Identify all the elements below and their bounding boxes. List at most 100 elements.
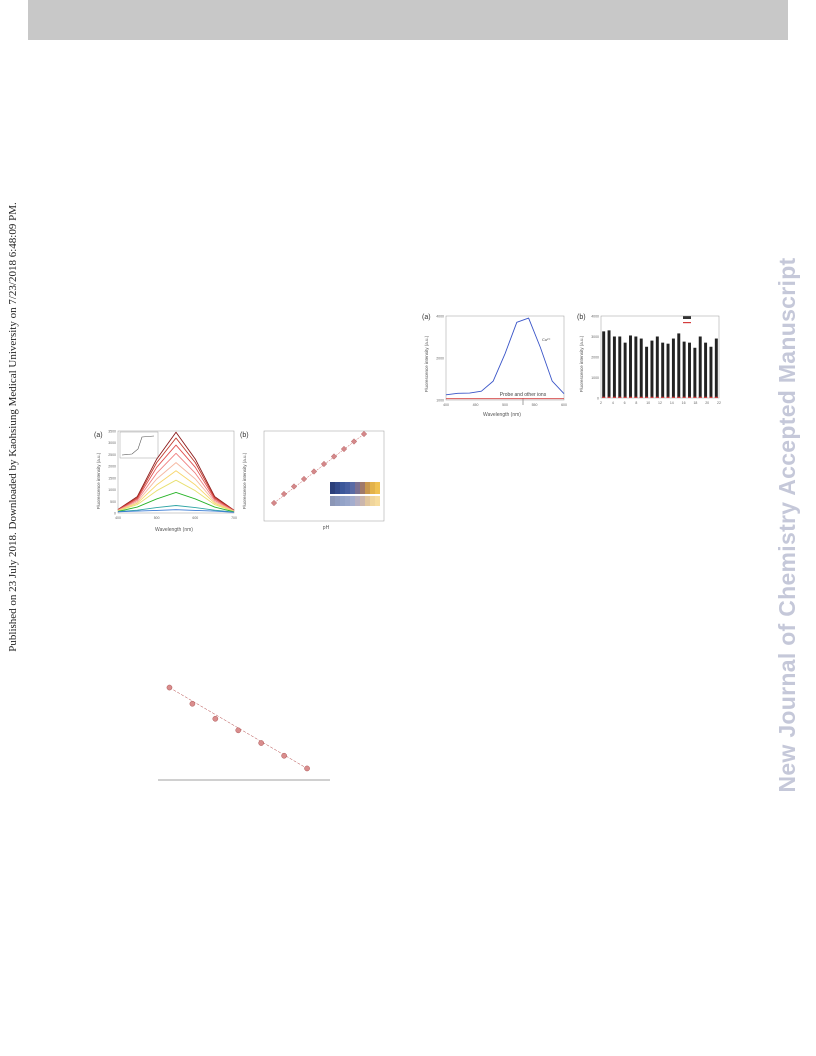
data-point [280, 490, 288, 498]
bar [612, 336, 616, 398]
x-axis-label: pH [323, 525, 330, 531]
x-tick-label: 14 [670, 401, 674, 405]
bar-secondary [693, 396, 697, 398]
bar-secondary [677, 396, 681, 398]
y-tick-label: 500 [110, 500, 116, 504]
swatch-top [355, 482, 360, 494]
fit-line [273, 433, 365, 504]
y-axis-label: Fluorescence intensity (a.u.) [579, 335, 584, 392]
bar [666, 343, 670, 398]
y-tick-label: 2500 [108, 453, 116, 457]
y-axis-label: Fluorescence intensity (a.u.) [242, 452, 247, 509]
y-axis-label: Fluorescence intensity (a.u.) [96, 452, 101, 509]
swatch-bottom [370, 496, 375, 506]
series-line-2 [117, 437, 235, 511]
series-line-6 [117, 470, 235, 512]
swatch-bottom [355, 496, 360, 506]
y-tick-label: 1000 [108, 488, 116, 492]
x-axis-label: Wavelength (nm) [155, 527, 193, 533]
data-point [320, 460, 328, 468]
x-tick-label: 500 [154, 516, 160, 520]
x-tick-label: 400 [443, 403, 449, 407]
figure-middle-panel-a: (a) Fluorescence intensity (a.u.) Wavele… [94, 430, 237, 534]
series-line-7 [117, 479, 235, 513]
bar-secondary [704, 396, 708, 398]
x-tick-label: 22 [717, 401, 721, 405]
legend-label: Cu²⁺ [542, 337, 551, 342]
series-line-1 [117, 431, 235, 511]
bar-secondary [709, 396, 713, 398]
plot-area [263, 430, 385, 522]
data-point [258, 740, 264, 746]
data-point [304, 765, 310, 772]
swatch-bottom [350, 496, 355, 506]
swatch-bottom [360, 496, 365, 506]
series-line-5 [117, 462, 235, 512]
legend-swatch-2 [683, 322, 691, 324]
bar [623, 342, 627, 398]
swatch-top [365, 482, 370, 494]
bar [602, 331, 606, 398]
data-point [166, 684, 173, 691]
figure-bottom [158, 684, 330, 781]
x-tick-label: 450 [473, 403, 479, 407]
swatch-top [350, 482, 355, 494]
bar-secondary [639, 396, 643, 398]
series-line-1 [445, 317, 565, 396]
bar-secondary [612, 396, 616, 398]
bar [629, 335, 632, 398]
swatch-bottom [365, 496, 370, 506]
header-bar [28, 0, 788, 40]
x-tick-label: 8 [635, 401, 637, 405]
bar [661, 342, 665, 398]
figure-top-panel-a: (a) Fluorescence intensity (a.u.) Wavele… [422, 314, 567, 418]
y-tick-label: 2000 [591, 356, 599, 360]
y-axis-label: Fluorescence intensity (a.u.) [424, 335, 429, 392]
x-tick-label: 4 [612, 401, 614, 405]
data-point [360, 430, 368, 438]
y-tick-label: 3500 [108, 430, 116, 434]
swatch-top [370, 482, 375, 494]
bar-secondary [650, 396, 654, 398]
data-point [290, 483, 298, 490]
data-point [300, 475, 308, 483]
data-point [270, 499, 278, 507]
swatch-bottom [340, 496, 345, 506]
panel-label: (b) [577, 314, 586, 321]
x-tick-label: 600 [561, 403, 567, 407]
axes-frame [445, 315, 565, 401]
y-tick-label: 1000 [591, 376, 599, 380]
data-point [330, 453, 338, 460]
bar-secondary [618, 396, 622, 398]
bar-secondary [661, 396, 665, 398]
y-tick-label: 0 [597, 397, 599, 401]
publication-notice: Published on 23 July 2018. Downloaded by… [7, 202, 19, 652]
x-tick-label: 500 [502, 403, 508, 407]
figure-top-panel-b: (b) Fluorescence intensity (a.u.) 4000 30… [577, 314, 721, 405]
y-tick-label: 0 [114, 512, 116, 516]
series-line-10 [117, 509, 235, 513]
bar [607, 330, 611, 398]
bar-secondary [666, 396, 670, 398]
inset-frame [119, 431, 159, 459]
y-tick-label: 3000 [108, 441, 116, 445]
x-tick-label: 12 [658, 401, 662, 405]
y-tick-label: 3000 [591, 335, 599, 339]
swatch-top [340, 482, 345, 494]
bar-secondary [698, 396, 702, 398]
swatch-top [345, 482, 350, 494]
y-tick-label: 4000 [436, 315, 444, 319]
bar [698, 336, 702, 398]
x-tick-label: 2 [600, 401, 602, 405]
x-tick-label: 700 [231, 516, 237, 520]
bar [709, 346, 713, 398]
color-swatch-strip [330, 482, 380, 506]
swatch-bottom [330, 496, 335, 506]
swatch-bottom [375, 496, 380, 506]
y-tick-label: 1000 [436, 399, 444, 403]
swatch-bottom [345, 496, 350, 506]
inset-curve [121, 435, 155, 456]
data-point [212, 715, 219, 722]
